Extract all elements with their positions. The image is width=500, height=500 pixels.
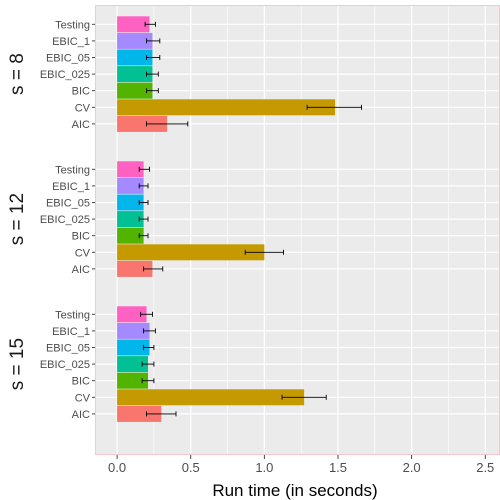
category-label: AIC [72, 409, 90, 421]
category-label: EBIC_025 [40, 214, 90, 226]
x-tick-label: 2.0 [403, 460, 421, 475]
category-label: BIC [72, 376, 90, 388]
bar-aic [117, 405, 162, 422]
category-label: EBIC_025 [40, 69, 90, 81]
bar-aic [117, 115, 168, 132]
x-tick-label: 1.5 [329, 460, 347, 475]
bar-ebic_025 [117, 356, 149, 373]
category-label: EBIC_1 [52, 326, 90, 338]
category-label: BIC [72, 231, 90, 243]
bar-bic [117, 227, 144, 244]
bar-ebic_1 [117, 32, 153, 49]
category-label: EBIC_05 [46, 198, 90, 210]
bar-bic [117, 372, 149, 389]
bar-ebic_05 [117, 49, 153, 66]
facet-label: s = 8 [7, 53, 28, 95]
bar-ebic_025 [117, 66, 153, 83]
bar-bic [117, 82, 153, 99]
bar-testing [117, 306, 147, 323]
bar-testing [117, 16, 150, 33]
category-label: CV [75, 102, 91, 114]
category-label: EBIC_05 [46, 53, 90, 65]
plot-background [95, 5, 500, 455]
category-label: Testing [55, 164, 90, 176]
category-label: BIC [72, 86, 90, 98]
category-label: CV [75, 392, 91, 404]
bar-testing [117, 161, 144, 178]
bar-ebic_05 [117, 194, 144, 211]
x-axis-title: Run time (in seconds) [212, 481, 377, 500]
category-label: Testing [55, 19, 90, 31]
bar-ebic_05 [117, 339, 150, 356]
category-label: EBIC_1 [52, 181, 90, 193]
bar-ebic_025 [117, 211, 144, 228]
bar-aic [117, 260, 153, 277]
bar-ebic_1 [117, 177, 144, 194]
facet-label: s = 12 [7, 193, 28, 245]
category-label: AIC [72, 264, 90, 276]
x-tick-label: 0.0 [108, 460, 126, 475]
x-tick-label: 0.5 [182, 460, 200, 475]
bar-cv [117, 389, 305, 406]
category-label: EBIC_1 [52, 36, 90, 48]
x-tick-label: 1.0 [255, 460, 273, 475]
bar-ebic_1 [117, 322, 150, 339]
category-label: CV [75, 247, 91, 259]
category-label: AIC [72, 119, 90, 131]
category-label: EBIC_05 [46, 343, 90, 355]
x-tick-label: 2.5 [476, 460, 494, 475]
bar-cv [117, 244, 265, 261]
facet-label: s = 15 [7, 338, 28, 390]
category-label: EBIC_025 [40, 359, 90, 371]
category-label: Testing [55, 309, 90, 321]
bar-cv [117, 99, 336, 116]
